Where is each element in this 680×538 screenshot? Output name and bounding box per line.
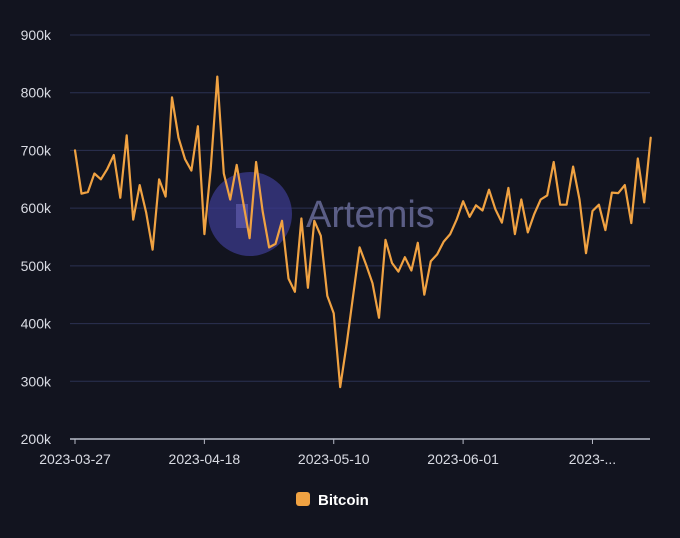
x-tick-label: 2023-05-10 — [298, 451, 370, 467]
watermark-text: Artemis — [306, 194, 435, 236]
y-tick-label: 500k — [21, 258, 52, 274]
legend[interactable]: Bitcoin — [296, 492, 369, 509]
x-tick-label: 2023-... — [569, 451, 616, 467]
y-tick-label: 600k — [21, 200, 52, 216]
x-tick-label: 2023-06-01 — [427, 451, 499, 467]
legend-swatch-bitcoin — [296, 492, 310, 506]
legend-label-bitcoin: Bitcoin — [318, 492, 369, 509]
artemis-logo-icon — [208, 172, 292, 256]
y-tick-label: 300k — [21, 373, 52, 389]
artemis-watermark: Artemis — [208, 172, 435, 256]
grid-lines — [70, 34, 650, 382]
series-line-bitcoin — [73, 75, 652, 389]
y-tick-label: 800k — [21, 85, 52, 101]
axes: 200k 300k 400k 500k 600k 700k 800k 900k 2023-03-… — [21, 27, 650, 467]
x-tick-label: 2023-04-18 — [169, 451, 241, 467]
y-tick-label: 900k — [21, 27, 52, 43]
y-tick-label: 400k — [21, 316, 52, 332]
series-layer — [73, 75, 652, 389]
x-tick-label: 2023-03-27 — [39, 451, 111, 467]
y-tick-label: 700k — [21, 142, 52, 158]
y-tick-label: 200k — [21, 431, 52, 447]
